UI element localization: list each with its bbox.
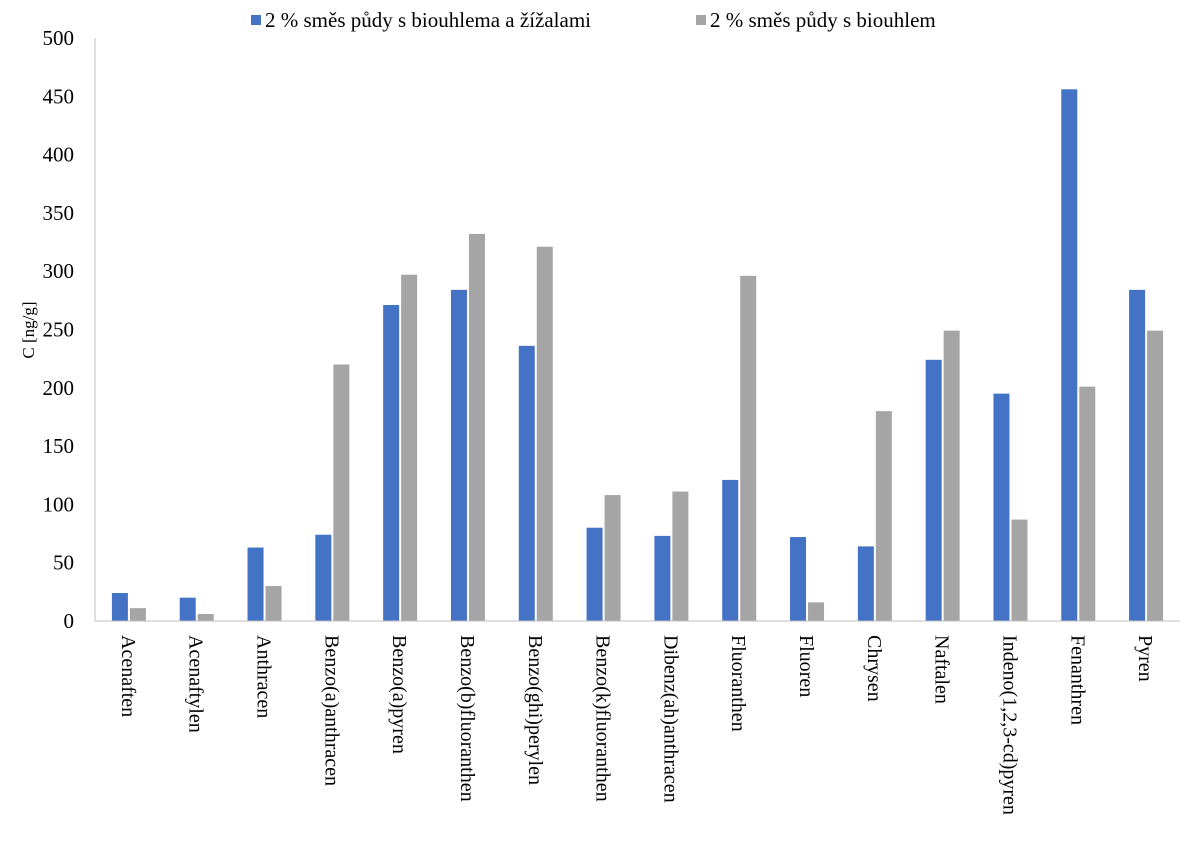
bar-series1 <box>518 345 535 621</box>
y-tick-label: 0 <box>64 609 75 633</box>
y-tick-label: 350 <box>43 201 75 225</box>
x-category-label: Fenanthren <box>1066 635 1088 725</box>
bar-series2 <box>943 330 960 621</box>
bars <box>111 89 1164 622</box>
bar-series2 <box>536 246 553 622</box>
x-category-label: Acenaftylen <box>185 635 207 733</box>
bar-series1 <box>925 359 942 621</box>
x-category-label: Benzo(a)pyren <box>388 635 410 754</box>
bar-series2 <box>401 274 418 621</box>
bar-series2 <box>875 411 892 621</box>
y-axis-title: C [ng/g] <box>19 301 38 358</box>
x-category-label: Anthracen <box>253 635 275 718</box>
y-tick-label: 100 <box>43 492 75 516</box>
x-category-label: Naftalen <box>931 635 953 704</box>
legend-label: 2 % směs půdy s biouhlem <box>710 8 936 32</box>
x-category-label: Dibenz(ah)anthracen <box>659 635 681 803</box>
bar-series1 <box>1061 89 1078 621</box>
y-tick-label: 200 <box>43 376 75 400</box>
y-tick-label: 150 <box>43 434 75 458</box>
x-category-label: Benzo(b)fluoranthen <box>456 635 478 802</box>
bar-series1 <box>654 535 671 621</box>
x-category-label: Acenaften <box>117 635 139 717</box>
y-tick-label: 500 <box>43 26 75 50</box>
y-tick-label: 50 <box>53 551 74 575</box>
bar-series1 <box>722 479 739 621</box>
legend-label: 2 % směs půdy s biouhlema a žížalami <box>265 8 591 32</box>
legend: 2 % směs půdy s biouhlema a žížalami 2 % … <box>251 8 936 32</box>
bar-series1 <box>450 289 467 621</box>
y-axis-ticks: 0 50 100 150 200 250 300 350 400 450 500 <box>43 26 75 633</box>
y-tick-label: 450 <box>43 84 75 108</box>
bar-series1 <box>111 593 128 621</box>
bar-series2 <box>672 491 689 621</box>
bar-series2 <box>129 608 146 621</box>
bar-series2 <box>1079 386 1096 621</box>
bar-series2 <box>468 233 485 621</box>
x-category-label: Fluoren <box>795 635 817 697</box>
x-category-label: Indeno(1,2,3-cd)pyren <box>998 635 1020 815</box>
x-category-label: Fluoranthen <box>727 635 749 732</box>
y-tick-label: 300 <box>43 259 75 283</box>
bar-series2 <box>808 602 825 621</box>
bar-series2 <box>197 614 214 621</box>
x-category-label: Benzo(ghi)perylen <box>524 635 546 785</box>
x-category-label: Chrysen <box>863 635 885 702</box>
legend-swatch <box>696 15 706 25</box>
bar-series1 <box>993 393 1010 621</box>
bar-series2 <box>740 275 757 621</box>
y-tick-label: 250 <box>43 318 75 342</box>
y-tick-label: 400 <box>43 143 75 167</box>
x-category-label: Pyren <box>1134 635 1156 682</box>
bar-series2 <box>333 364 350 621</box>
bar-series1 <box>315 534 332 621</box>
x-category-label: Benzo(a)anthracen <box>320 635 342 786</box>
bar-series2 <box>1147 330 1164 621</box>
bar-series2 <box>604 495 621 621</box>
bar-series1 <box>586 527 603 621</box>
bar-series1 <box>790 537 807 621</box>
bar-series1 <box>179 597 196 621</box>
bar-series1 <box>247 547 264 621</box>
x-category-label: Benzo(k)fluoranthen <box>592 635 614 802</box>
bar-series1 <box>1129 289 1146 621</box>
bar-series1 <box>857 546 874 621</box>
bar-series1 <box>383 305 400 621</box>
bar-series2 <box>1011 519 1028 621</box>
bar-series2 <box>265 586 282 621</box>
legend-swatch <box>251 15 261 25</box>
x-axis-labels: Acenaften Acenaftylen Anthracen Benzo(a)ant… <box>117 635 1156 815</box>
